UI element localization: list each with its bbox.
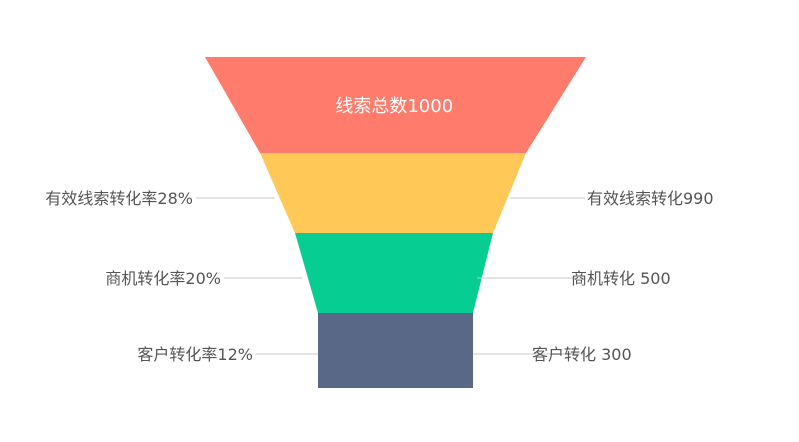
funnel-segment-2 xyxy=(260,153,526,233)
funnel-segment-3 xyxy=(295,233,493,313)
funnel-segments xyxy=(205,57,586,388)
funnel-stage-label-3: 商机转化 500 xyxy=(571,269,671,288)
funnel-stage-label-4: 客户转化 300 xyxy=(532,345,632,364)
conversion-rate-label-2: 商机转化率20% xyxy=(105,269,221,288)
funnel-segment-4 xyxy=(318,313,473,388)
leader-lines xyxy=(196,197,585,355)
funnel-labels: 线索总数1000 有效线索转化990 商机转化 500 客户转化 300 有效线索转化率… xyxy=(45,96,713,364)
conversion-rate-label-1: 有效线索转化率28% xyxy=(45,189,193,208)
funnel-stage-label-1: 线索总数1000 xyxy=(335,96,453,117)
funnel-stage-label-2: 有效线索转化990 xyxy=(587,189,714,208)
funnel-segment-1 xyxy=(205,57,586,153)
conversion-rate-label-3: 客户转化率12% xyxy=(137,345,253,364)
